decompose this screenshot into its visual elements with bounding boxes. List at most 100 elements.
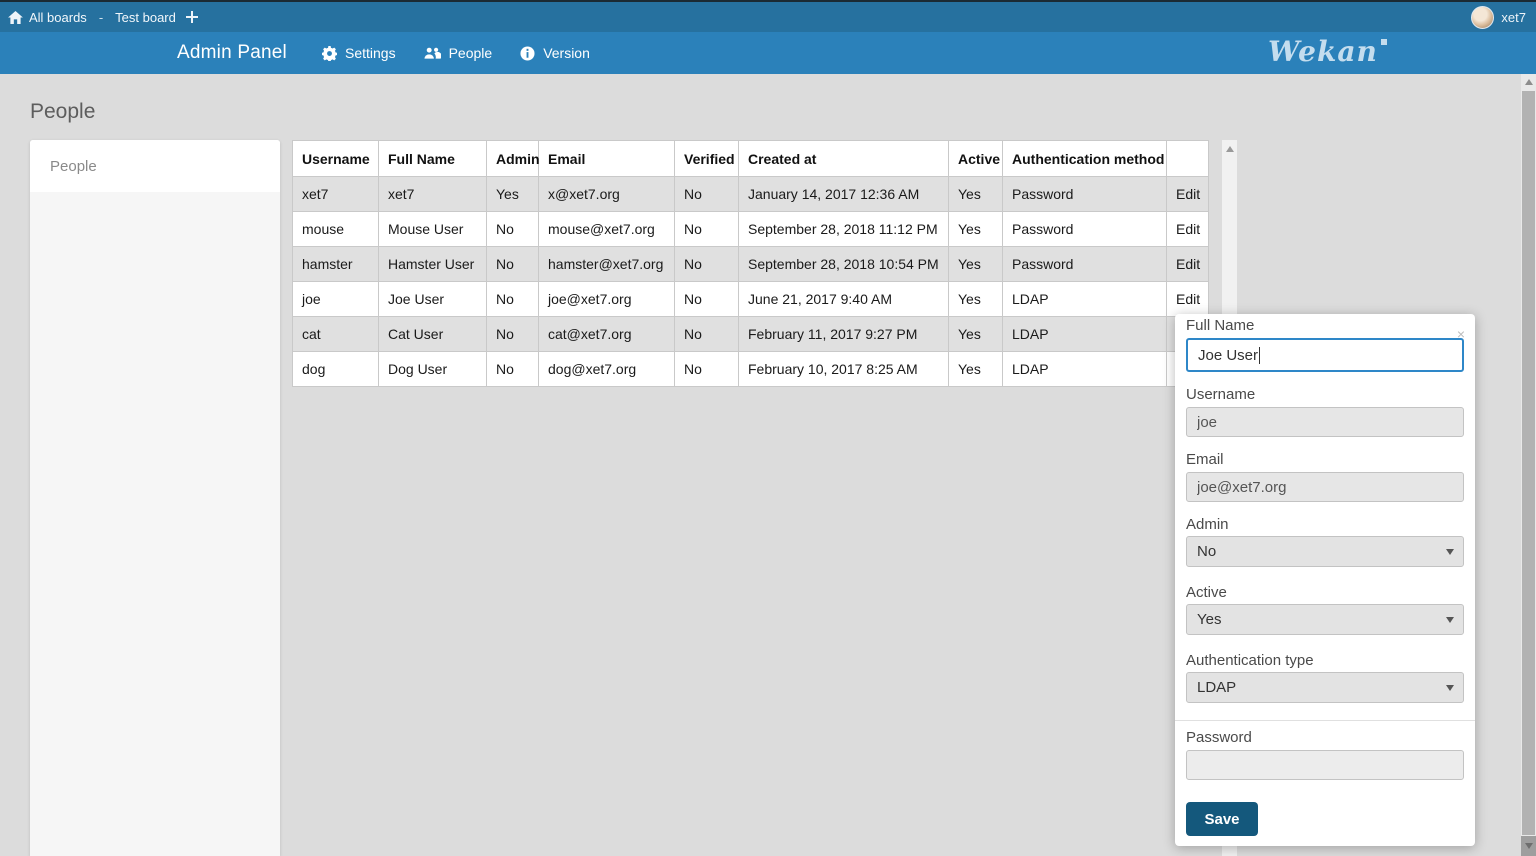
cell-username: joe xyxy=(292,281,379,317)
save-button[interactable]: Save xyxy=(1186,802,1258,836)
sidebar-item-people[interactable]: People xyxy=(30,140,280,192)
username-label: Username xyxy=(1186,386,1256,403)
cell-username: hamster xyxy=(292,246,379,282)
cell-active: Yes xyxy=(948,351,1003,387)
cell-email: x@xet7.org xyxy=(538,176,675,212)
cell-admin: No xyxy=(486,316,539,352)
nav-settings[interactable]: Settings xyxy=(322,45,396,61)
column-header: Full Name xyxy=(378,140,487,177)
cell-full-name: Cat User xyxy=(378,316,487,352)
gear-icon xyxy=(322,45,337,61)
cell-created-at: February 10, 2017 8:25 AM xyxy=(738,351,949,387)
cell-email: dog@xet7.org xyxy=(538,351,675,387)
wekan-logo-dot xyxy=(1380,39,1387,45)
email-input xyxy=(1186,472,1464,502)
cell-verified: No xyxy=(674,316,739,352)
cell-verified: No xyxy=(674,246,739,282)
table-row: cat Cat User No cat@xet7.org No February 11, … xyxy=(292,316,1209,352)
username-input xyxy=(1186,407,1464,437)
breadcrumb-separator: - xyxy=(98,9,104,25)
edit-link[interactable]: Edit xyxy=(1166,246,1209,282)
column-header xyxy=(1166,140,1209,177)
cell-full-name: xet7 xyxy=(378,176,487,212)
cell-full-name: Mouse User xyxy=(378,211,487,247)
password-label: Password xyxy=(1186,729,1252,746)
column-header: Authentication method xyxy=(1002,140,1167,177)
scroll-up-icon[interactable] xyxy=(1521,74,1536,90)
column-header: Admin xyxy=(486,140,540,177)
cell-admin: No xyxy=(486,351,539,387)
admin-sidebar: People xyxy=(30,140,280,856)
cell-auth: Password xyxy=(1002,246,1167,282)
table-row: joe Joe User No joe@xet7.org No June 21, 2017… xyxy=(292,281,1209,317)
info-icon xyxy=(520,45,535,61)
password-input[interactable] xyxy=(1186,750,1464,780)
cell-active: Yes xyxy=(948,211,1003,247)
wekan-logo[interactable]: Wekan xyxy=(1268,35,1387,68)
cell-email: joe@xet7.org xyxy=(538,281,675,317)
admin-select[interactable]: No xyxy=(1186,536,1464,567)
admin-header-bar: Admin Panel Settings xyxy=(0,32,1536,74)
cell-auth: LDAP xyxy=(1002,281,1167,317)
cell-full-name: Joe User xyxy=(378,281,487,317)
breadcrumb-all-boards[interactable]: All boards xyxy=(29,9,87,25)
active-select[interactable]: Yes xyxy=(1186,604,1464,635)
chevron-down-icon xyxy=(1446,549,1454,555)
table-row: mouse Mouse User No mouse@xet7.org No Septemb… xyxy=(292,211,1209,247)
nav-people[interactable]: People xyxy=(424,45,493,61)
column-header: Verified xyxy=(674,140,739,177)
edit-link[interactable]: Edit xyxy=(1166,211,1209,247)
page-scrollbar[interactable] xyxy=(1521,74,1536,856)
email-label: Email xyxy=(1186,451,1224,468)
wekan-logo-text: Wekan xyxy=(1268,35,1378,68)
cell-created-at: February 11, 2017 9:27 PM xyxy=(738,316,949,352)
edit-link[interactable]: Edit xyxy=(1166,176,1209,212)
auth-type-select-value: LDAP xyxy=(1197,679,1237,696)
nav-version[interactable]: Version xyxy=(520,45,590,61)
breadcrumb-board-name[interactable]: Test board xyxy=(115,9,176,25)
cell-auth: Password xyxy=(1002,176,1167,212)
column-header: Created at xyxy=(738,140,949,177)
cell-admin: No xyxy=(486,246,539,282)
edit-link[interactable]: Edit xyxy=(1166,281,1209,317)
page-title: People xyxy=(30,100,96,123)
full-name-input[interactable]: Joe User xyxy=(1186,338,1464,372)
cell-created-at: June 21, 2017 9:40 AM xyxy=(738,281,949,317)
edit-user-popup: × Full Name Joe User Username Email Admi… xyxy=(1175,314,1475,846)
cell-active: Yes xyxy=(948,246,1003,282)
table-row: dog Dog User No dog@xet7.org No February 10, … xyxy=(292,351,1209,387)
home-icon[interactable] xyxy=(8,10,23,24)
cell-email: hamster@xet7.org xyxy=(538,246,675,282)
cell-auth: Password xyxy=(1002,211,1167,247)
cell-username: dog xyxy=(292,351,379,387)
scroll-up-icon[interactable] xyxy=(1225,146,1234,152)
cell-verified: No xyxy=(674,351,739,387)
scrollbar-thumb[interactable] xyxy=(1522,91,1535,835)
user-avatar[interactable] xyxy=(1471,5,1495,29)
cell-auth: LDAP xyxy=(1002,351,1167,387)
add-board-icon[interactable] xyxy=(185,11,198,23)
nav-people-label: People xyxy=(448,45,493,61)
cell-admin: Yes xyxy=(486,176,539,212)
cell-verified: No xyxy=(674,281,739,317)
full-name-value: Joe User xyxy=(1198,346,1259,364)
cell-verified: No xyxy=(674,211,739,247)
nav-version-label: Version xyxy=(543,45,590,61)
auth-type-select[interactable]: LDAP xyxy=(1186,672,1464,703)
close-icon[interactable]: × xyxy=(1456,326,1465,342)
cell-username: cat xyxy=(292,316,379,352)
cell-created-at: September 28, 2018 11:12 PM xyxy=(738,211,949,247)
header-row: Username Full Name Admin Email Verified Creat… xyxy=(292,140,1209,177)
admin-select-label: Admin xyxy=(1186,516,1229,533)
cell-admin: No xyxy=(486,281,539,317)
chevron-down-icon xyxy=(1446,685,1454,691)
top-bar: All boards - Test board xet7 xyxy=(0,0,1536,32)
member-username: xet7 xyxy=(1501,9,1526,25)
cell-email: mouse@xet7.org xyxy=(538,211,675,247)
text-cursor xyxy=(1259,346,1261,364)
member-menu[interactable]: xet7 xyxy=(1471,5,1526,29)
scroll-down-icon[interactable] xyxy=(1521,836,1536,856)
admin-nav: Settings People Version xyxy=(322,45,590,61)
nav-settings-label: Settings xyxy=(345,45,396,61)
cell-username: xet7 xyxy=(292,176,379,212)
